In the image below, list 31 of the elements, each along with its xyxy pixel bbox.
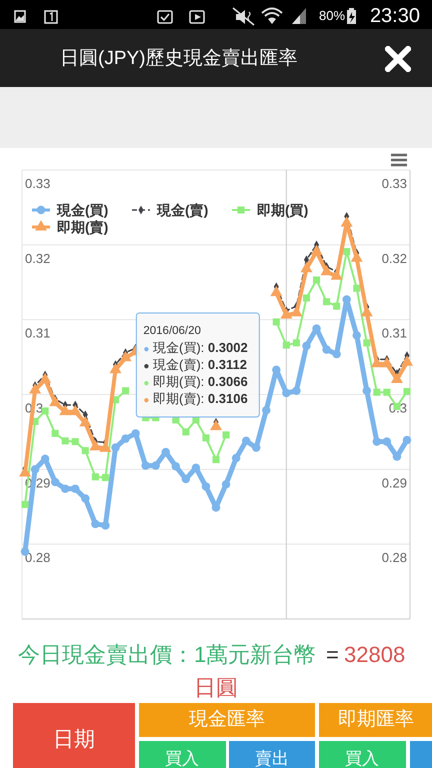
y2-tick-label: 0.32	[382, 250, 407, 266]
y-tick-label: 0.32	[25, 250, 50, 266]
annotation: ● 即期(買): 0.3066	[143, 374, 248, 389]
y2-tick-label: 0.33	[382, 176, 407, 191]
text: 買入	[165, 748, 199, 768]
legend-label: 即期(買)	[257, 202, 308, 218]
text: 買入	[345, 748, 379, 768]
legend-label: 即期(賣)	[57, 219, 108, 235]
text: 賣出	[255, 748, 289, 768]
annotation: ● 現金(買): 0.3002	[143, 340, 248, 355]
text: 23:30	[370, 5, 420, 27]
annotation: ● 現金(賣): 0.3112	[143, 357, 247, 372]
y-tick-label: 0.31	[25, 326, 50, 341]
text: 今日現金賣出價：1萬元新台幣	[18, 642, 316, 668]
annotation: 2016/06/20	[143, 325, 201, 337]
y-tick-label: 0.33	[25, 176, 50, 191]
text: 日期	[53, 728, 95, 752]
y2-tick-label: 0.29	[382, 475, 407, 490]
legend-label: 現金(買)	[56, 202, 108, 218]
text: 80%	[319, 8, 346, 24]
text: =	[326, 642, 339, 668]
text: 32808	[344, 642, 406, 668]
text: 即期匯率	[338, 708, 414, 730]
annotation: ● 即期(賣): 0.3106	[143, 391, 248, 406]
legend-label: 現金(賣)	[156, 202, 208, 218]
y2-tick-label: 0.31	[382, 326, 407, 341]
chart-title: 日圓(JPY)歷史現金賣出匯率	[60, 48, 298, 69]
y2-tick-label: 0.28	[382, 550, 407, 566]
text: 日圓	[194, 675, 238, 700]
y-tick-label: 0.28	[25, 550, 50, 566]
text: 現金匯率	[189, 708, 265, 730]
